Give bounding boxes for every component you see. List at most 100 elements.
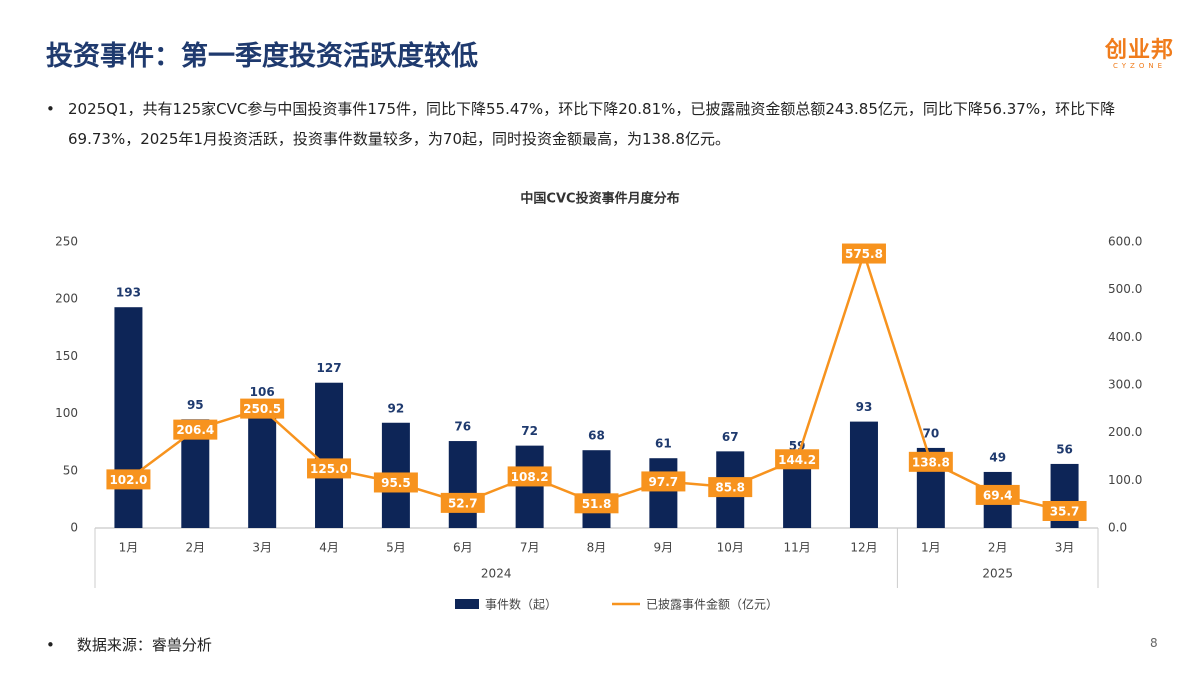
y2-tick-label: 0.0 bbox=[1108, 521, 1127, 535]
y2-tick-label: 300.0 bbox=[1108, 378, 1142, 392]
bar-value-label: 67 bbox=[722, 430, 739, 444]
line-label-box bbox=[1042, 500, 1087, 521]
bar bbox=[114, 307, 143, 528]
x-group-label: 2024 bbox=[481, 567, 512, 581]
line-label-box bbox=[507, 466, 552, 487]
line-label-box bbox=[841, 243, 886, 264]
logo: 创业邦 CYZONE bbox=[1105, 32, 1174, 70]
line-label-box bbox=[307, 458, 352, 479]
bar bbox=[783, 460, 812, 528]
bar-value-label: 106 bbox=[250, 385, 275, 399]
bar-value-label: 93 bbox=[856, 400, 873, 414]
x-tick-label: 12月 bbox=[850, 541, 877, 555]
source-text: 数据来源：睿兽分析 bbox=[76, 636, 212, 654]
line-value-label: 97.7 bbox=[649, 475, 679, 489]
line-value-label: 575.8 bbox=[845, 247, 883, 261]
x-tick-label: 2月 bbox=[988, 541, 1008, 555]
legend-swatch bbox=[455, 599, 479, 609]
y-tick-label: 50 bbox=[63, 463, 78, 477]
x-tick-label: 4月 bbox=[319, 541, 339, 555]
logo-subtext: CYZONE bbox=[1112, 62, 1166, 70]
y-tick-label: 0 bbox=[70, 521, 78, 535]
y-tick-label: 200 bbox=[55, 292, 78, 306]
line-value-label: 95.5 bbox=[381, 476, 411, 490]
line-value-label: 250.5 bbox=[243, 402, 281, 416]
line-label-box bbox=[775, 449, 820, 470]
y2-tick-label: 600.0 bbox=[1108, 235, 1142, 249]
bar-value-label: 95 bbox=[187, 398, 204, 412]
line-label-box bbox=[708, 477, 753, 498]
line-value-label: 69.4 bbox=[983, 488, 1013, 502]
bar bbox=[582, 450, 611, 528]
bar-value-label: 193 bbox=[116, 286, 141, 300]
x-tick-label: 3月 bbox=[252, 541, 272, 555]
logo-text: 创业邦 bbox=[1104, 38, 1174, 63]
line-label-box bbox=[641, 471, 686, 492]
bar bbox=[248, 406, 277, 528]
line-value-label: 138.8 bbox=[912, 455, 950, 469]
x-tick-label: 6月 bbox=[453, 541, 473, 555]
y-tick-label: 150 bbox=[55, 349, 78, 363]
x-tick-label: 10月 bbox=[717, 541, 744, 555]
bar bbox=[315, 382, 344, 528]
line-value-label: 144.2 bbox=[778, 453, 816, 467]
bar-value-label: 68 bbox=[588, 429, 605, 443]
x-group-label: 2025 bbox=[982, 567, 1013, 581]
x-tick-label: 8月 bbox=[587, 541, 607, 555]
line-value-label: 102.0 bbox=[109, 473, 147, 487]
bar-value-label: 56 bbox=[1056, 442, 1073, 456]
slide-title: 投资事件：第一季度投资活跃度较低 bbox=[46, 41, 478, 72]
x-tick-label: 2月 bbox=[185, 541, 205, 555]
bar bbox=[849, 421, 878, 528]
bullet-text: 2025Q1，共有125家CVC参与中国投资事件175件，同比下降55.47%，… bbox=[68, 100, 1116, 148]
bullet: • 2025Q1，共有125家CVC参与中国投资事件175件，同比下降55.47%… bbox=[46, 94, 1116, 154]
bar bbox=[649, 458, 678, 528]
bar-value-label: 76 bbox=[454, 420, 471, 434]
bar-value-label: 92 bbox=[388, 401, 405, 415]
x-tick-label: 11月 bbox=[783, 541, 810, 555]
y-tick-label: 100 bbox=[55, 406, 78, 420]
bullet-dot: • bbox=[46, 636, 55, 654]
y2-tick-label: 500.0 bbox=[1108, 282, 1142, 296]
y2-tick-label: 200.0 bbox=[1108, 425, 1142, 439]
bar-value-label: 49 bbox=[989, 450, 1006, 464]
x-tick-label: 5月 bbox=[386, 541, 406, 555]
line-label-box bbox=[574, 493, 619, 514]
legend-label: 已披露事件金额（亿元） bbox=[646, 597, 778, 612]
line-value-label: 35.7 bbox=[1050, 504, 1080, 518]
bar-value-label: 61 bbox=[655, 437, 672, 451]
bar bbox=[515, 445, 544, 528]
y2-tick-label: 400.0 bbox=[1108, 330, 1142, 344]
x-tick-label: 1月 bbox=[921, 541, 941, 555]
line-label-box bbox=[106, 469, 151, 490]
bullet-dot: • bbox=[46, 100, 55, 118]
x-tick-label: 7月 bbox=[520, 541, 540, 555]
bar bbox=[448, 441, 477, 528]
line-label-box bbox=[173, 419, 218, 440]
line-value-label: 206.4 bbox=[176, 423, 214, 437]
line-label-box bbox=[975, 484, 1020, 505]
bar-value-label: 70 bbox=[922, 426, 939, 440]
page-number: 8 bbox=[1150, 636, 1158, 650]
x-tick-label: 9月 bbox=[654, 541, 674, 555]
x-tick-label: 1月 bbox=[119, 541, 139, 555]
line-value-label: 85.8 bbox=[715, 481, 745, 495]
bar-value-label: 127 bbox=[317, 361, 342, 375]
line-label-box bbox=[373, 472, 418, 493]
line-label-box bbox=[908, 451, 953, 472]
line-label-box bbox=[240, 398, 285, 419]
line-value-label: 52.7 bbox=[448, 496, 478, 510]
x-tick-label: 3月 bbox=[1055, 541, 1075, 555]
line-value-label: 51.8 bbox=[582, 497, 612, 511]
line-value-label: 108.2 bbox=[511, 470, 549, 484]
y2-tick-label: 100.0 bbox=[1108, 473, 1142, 487]
bar-value-label: 72 bbox=[521, 424, 538, 438]
line-label-box bbox=[440, 492, 485, 513]
y-tick-label: 250 bbox=[55, 235, 78, 249]
source: • 数据来源：睿兽分析 bbox=[46, 634, 212, 655]
line-value-label: 125.0 bbox=[310, 462, 348, 476]
legend-label: 事件数（起） bbox=[485, 597, 557, 612]
chart-title: 中国CVC投资事件月度分布 bbox=[520, 191, 679, 207]
